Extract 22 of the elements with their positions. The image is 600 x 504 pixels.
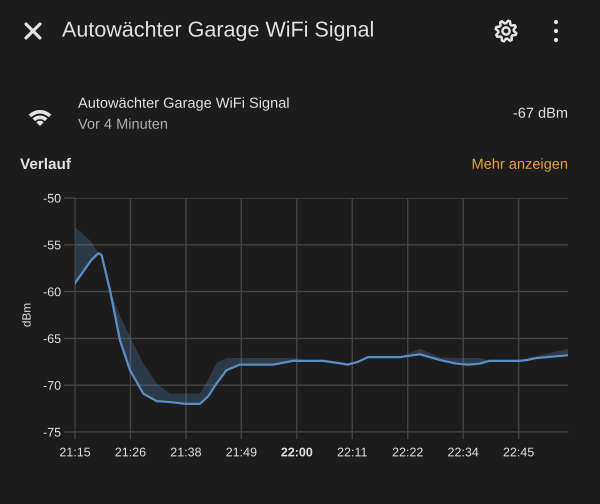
y-tick-label: -50 [44, 194, 61, 203]
x-tick-label: 22:00 [281, 448, 312, 456]
chart-title: Autowächter Garage WiFi Signal [62, 20, 373, 42]
x-tick-label: 21:49 [226, 448, 256, 456]
x-tick-label: 21:38 [170, 448, 201, 456]
text: Vor 4 Minuten [78, 118, 168, 129]
y-axis-title: dBm [22, 304, 31, 327]
y-tick-label: -60 [44, 287, 61, 296]
y-tick-label: -65 [44, 334, 61, 344]
text: Autowächter Garage WiFi Signal [78, 97, 289, 111]
text: Mehr anzeigen [472, 158, 568, 172]
y-tick-label: -70 [44, 381, 61, 390]
x-tick-label: 22:34 [448, 448, 478, 456]
x-tick-label: 21:26 [115, 448, 146, 456]
chart-subtitle: Verlauf [20, 158, 71, 170]
y-tick-label: -55 [44, 240, 61, 250]
x-tick-label: 22:11 [338, 448, 367, 456]
text: -67 dBm [514, 107, 568, 118]
x-tick-label: 22:22 [392, 448, 423, 456]
x-tick-label: 21:15 [60, 448, 90, 456]
x-tick-label: 22:45 [504, 448, 534, 456]
y-tick-label: -75 [44, 428, 61, 437]
